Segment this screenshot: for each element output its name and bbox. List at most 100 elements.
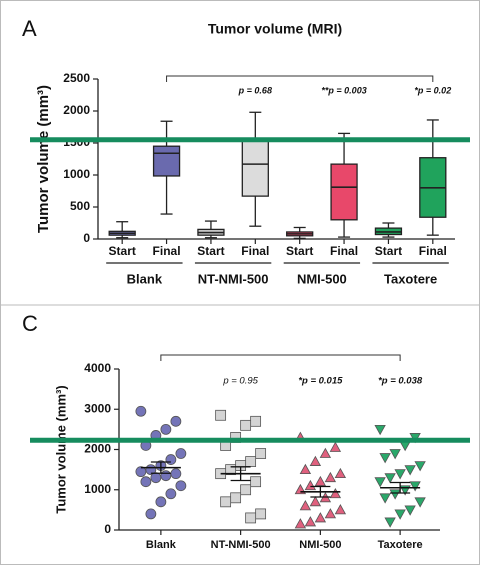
y-tick-label: 2000 [63, 103, 90, 117]
data-point [220, 496, 232, 508]
x-tick-label: Final [153, 244, 181, 258]
data-point [374, 477, 386, 488]
data-point [309, 455, 322, 466]
y-tick-label: 2000 [84, 442, 111, 456]
y-tick-label: 1000 [63, 167, 90, 181]
data-point [140, 476, 152, 488]
box [241, 139, 269, 197]
data-point [250, 476, 262, 488]
data-point [230, 492, 242, 504]
annotation: *p = 0.038 [378, 376, 423, 387]
data-point [329, 487, 342, 499]
data-point [145, 508, 157, 520]
data-point [334, 504, 347, 515]
data-point [309, 496, 322, 507]
data-point [389, 489, 401, 500]
data-point [175, 480, 187, 492]
data-point [304, 516, 317, 527]
annotation: *p = 0.02 [414, 85, 451, 95]
data-point [250, 415, 262, 427]
data-point [135, 466, 147, 478]
x-tick-label: NT-NMI-500 [211, 539, 271, 551]
data-point [404, 465, 416, 476]
x-tick-label: Start [109, 244, 136, 258]
data-point [240, 419, 252, 431]
y-tick-label: 1000 [84, 482, 111, 496]
data-point [255, 508, 267, 520]
data-point [314, 512, 327, 523]
data-point [414, 497, 426, 508]
x-tick-label: Start [286, 244, 313, 258]
box [330, 163, 358, 221]
annotation: p = 0.95 [222, 376, 258, 387]
annotation: p = 0.68 [238, 85, 272, 95]
data-point [175, 448, 187, 459]
x-tick-label: Start [375, 244, 402, 258]
data-point [245, 456, 257, 467]
data-point [245, 512, 257, 524]
data-point [409, 481, 421, 492]
data-point [240, 484, 252, 496]
comparison-bracket [160, 354, 401, 361]
data-point [384, 517, 396, 528]
group-label: NMI-500 [297, 271, 347, 286]
data-point [324, 508, 337, 519]
x-tick-label: NMI-500 [299, 539, 341, 551]
chart-title: Tumor volume (MRI) [208, 21, 342, 37]
y-tick-label: 4000 [84, 361, 111, 375]
data-point [299, 463, 312, 475]
group-label: Taxotere [384, 271, 437, 286]
panel-label: C [22, 311, 38, 336]
y-tick-label: 3000 [84, 401, 111, 415]
panel-label: A [22, 16, 37, 41]
x-tick-label: Blank [146, 539, 177, 551]
comparison-bracket [166, 75, 434, 82]
data-point [150, 472, 162, 484]
y-axis-label: Tumor volume (mm³) [35, 85, 52, 233]
group-label: Blank [127, 271, 163, 286]
x-tick-label: Final [419, 244, 447, 258]
data-point [394, 469, 406, 480]
data-point [414, 461, 426, 472]
y-tick-label: 2500 [63, 71, 90, 85]
data-point [170, 468, 182, 480]
data-point [399, 441, 411, 452]
data-point [160, 423, 172, 435]
data-point [294, 518, 307, 529]
annotation: *p = 0.015 [298, 376, 343, 387]
data-point [384, 473, 396, 484]
x-tick-label: Final [330, 244, 358, 258]
x-tick-label: Taxotere [378, 539, 423, 551]
x-tick-label: Final [241, 244, 269, 258]
y-tick-label: 500 [70, 199, 90, 213]
data-point [319, 447, 332, 458]
data-point [374, 424, 386, 436]
group-label: NT-NMI-500 [198, 271, 269, 286]
data-point [155, 496, 167, 508]
data-point [324, 471, 337, 483]
box [152, 145, 181, 177]
data-point [255, 448, 267, 459]
y-tick-label: 0 [83, 231, 90, 245]
data-point [160, 470, 172, 482]
x-tick-label: Start [197, 244, 224, 258]
data-point [135, 405, 147, 417]
y-tick-label: 0 [104, 522, 111, 536]
y-axis-label: Tumor volume (mm³) [53, 385, 68, 513]
data-point [389, 449, 401, 460]
data-point [165, 454, 177, 465]
data-point [165, 488, 177, 500]
data-point [404, 505, 416, 516]
annotation: **p = 0.003 [321, 85, 366, 95]
data-point [299, 500, 312, 511]
data-point [379, 453, 391, 464]
data-point [334, 467, 347, 479]
data-point [329, 441, 342, 452]
data-point [314, 475, 327, 487]
data-point [170, 415, 182, 427]
data-point [304, 479, 317, 491]
data-point [379, 493, 391, 504]
data-point [394, 509, 406, 520]
data-point [215, 409, 227, 421]
